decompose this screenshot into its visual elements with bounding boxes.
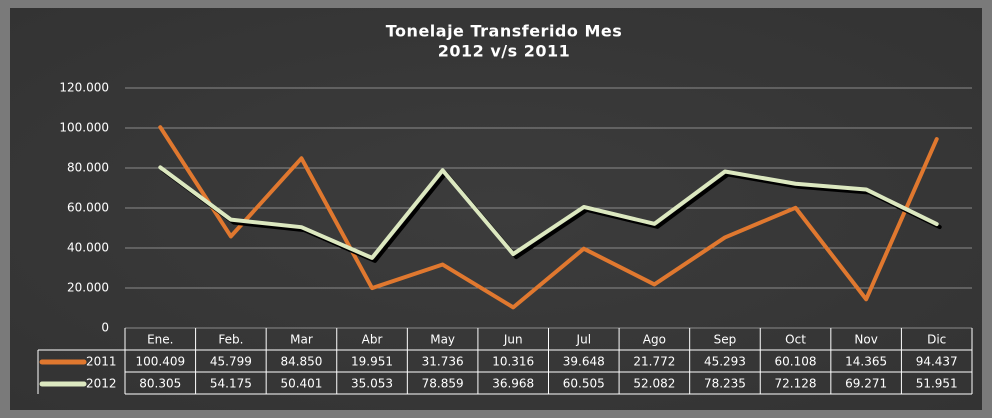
table-value: 80.305 [139, 377, 181, 391]
table-value: 78.235 [704, 377, 746, 391]
table-value: 100.409 [135, 355, 185, 369]
table-value: 36.968 [492, 377, 534, 391]
y-tick-label: 120.000 [59, 81, 109, 95]
x-tick-label: Sep [714, 333, 737, 347]
x-tick-label: Jul [576, 333, 591, 347]
x-tick-label: Nov [854, 333, 877, 347]
table-value: 45.293 [704, 355, 746, 369]
y-tick-label: 0 [101, 321, 109, 335]
x-tick-label: Ago [643, 333, 666, 347]
table-value: 14.365 [845, 355, 887, 369]
table-value: 35.053 [351, 377, 393, 391]
table-value: 72.128 [775, 377, 817, 391]
table-value: 78.859 [422, 377, 464, 391]
table-value: 69.271 [845, 377, 887, 391]
x-tick-label: May [430, 333, 455, 347]
x-tick-label: Dic [927, 333, 946, 347]
legend-label: 2011 [86, 355, 117, 369]
table-value: 54.175 [210, 377, 252, 391]
legend-label: 2012 [86, 377, 117, 391]
table-value: 21.772 [633, 355, 675, 369]
x-tick-label: Mar [290, 333, 313, 347]
chart-title: Tonelaje Transferido Mes [386, 22, 622, 41]
table-value: 52.082 [633, 377, 675, 391]
x-tick-label: Feb. [218, 333, 243, 347]
table-value: 19.951 [351, 355, 393, 369]
table-value: 10.316 [492, 355, 534, 369]
chart-area [10, 8, 982, 410]
y-tick-label: 60.000 [67, 201, 109, 215]
table-value: 39.648 [563, 355, 605, 369]
x-tick-label: Jun [503, 333, 523, 347]
x-tick-label: Ene. [147, 333, 173, 347]
table-value: 45.799 [210, 355, 252, 369]
y-tick-label: 20.000 [67, 281, 109, 295]
x-tick-label: Oct [785, 333, 806, 347]
chart-subtitle: 2012 v/s 2011 [438, 42, 571, 61]
table-value: 51.951 [916, 377, 958, 391]
y-tick-label: 100.000 [59, 121, 109, 135]
y-tick-label: 80.000 [67, 161, 109, 175]
table-value: 60.108 [775, 355, 817, 369]
x-tick-label: Abr [362, 333, 383, 347]
table-value: 84.850 [280, 355, 322, 369]
table-value: 31.736 [422, 355, 464, 369]
table-value: 50.401 [280, 377, 322, 391]
table-value: 94.437 [916, 355, 958, 369]
line-series [158, 125, 939, 310]
line-series [158, 165, 939, 260]
table-value: 60.505 [563, 377, 605, 391]
y-tick-label: 40.000 [67, 241, 109, 255]
